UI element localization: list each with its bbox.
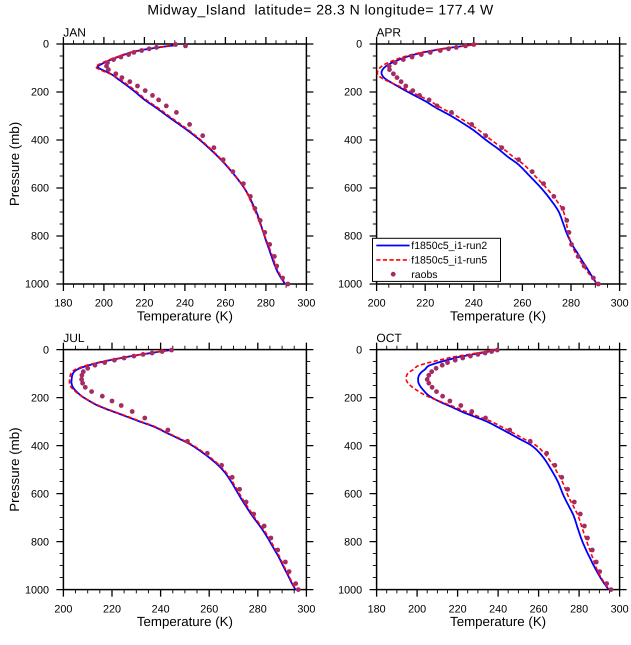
svg-text:260: 260 bbox=[200, 603, 218, 615]
svg-text:260: 260 bbox=[530, 603, 548, 615]
svg-text:200: 200 bbox=[368, 298, 386, 310]
svg-text:raobs: raobs bbox=[411, 269, 437, 281]
svg-text:800: 800 bbox=[31, 231, 49, 243]
svg-text:280: 280 bbox=[257, 298, 275, 310]
svg-text:Pressure (mb): Pressure (mb) bbox=[7, 122, 22, 206]
svg-text:Temperature (K): Temperature (K) bbox=[137, 614, 233, 629]
svg-text:220: 220 bbox=[416, 298, 434, 310]
svg-text:JAN: JAN bbox=[63, 25, 86, 39]
svg-text:800: 800 bbox=[344, 536, 362, 548]
svg-text:800: 800 bbox=[344, 231, 362, 243]
svg-text:200: 200 bbox=[344, 392, 362, 404]
svg-text:Temperature (K): Temperature (K) bbox=[450, 614, 546, 629]
svg-text:300: 300 bbox=[297, 603, 315, 615]
svg-text:OCT: OCT bbox=[376, 331, 402, 345]
svg-text:280: 280 bbox=[562, 298, 580, 310]
svg-text:240: 240 bbox=[489, 603, 507, 615]
svg-text:400: 400 bbox=[31, 135, 49, 147]
svg-text:200: 200 bbox=[408, 603, 426, 615]
svg-text:400: 400 bbox=[344, 135, 362, 147]
svg-text:f1850c5_i1-run2: f1850c5_i1-run2 bbox=[411, 240, 487, 252]
svg-text:220: 220 bbox=[449, 603, 467, 615]
svg-text:0: 0 bbox=[356, 344, 362, 356]
svg-text:220: 220 bbox=[103, 603, 121, 615]
svg-text:400: 400 bbox=[31, 440, 49, 452]
svg-text:APR: APR bbox=[376, 25, 401, 39]
svg-text:Midway_Island latitude= 28.3: Midway_Island latitude= 28.3 N longitude… bbox=[147, 2, 494, 18]
svg-text:200: 200 bbox=[54, 603, 72, 615]
svg-text:600: 600 bbox=[344, 183, 362, 195]
svg-text:240: 240 bbox=[152, 603, 170, 615]
svg-text:240: 240 bbox=[465, 298, 483, 310]
svg-text:300: 300 bbox=[611, 603, 629, 615]
svg-text:Temperature (K): Temperature (K) bbox=[450, 308, 546, 323]
svg-text:180: 180 bbox=[368, 603, 386, 615]
svg-text:260: 260 bbox=[216, 298, 234, 310]
svg-text:600: 600 bbox=[344, 488, 362, 500]
svg-text:600: 600 bbox=[31, 183, 49, 195]
svg-text:1000: 1000 bbox=[25, 279, 49, 291]
svg-text:200: 200 bbox=[31, 87, 49, 99]
svg-text:Temperature (K): Temperature (K) bbox=[137, 308, 233, 323]
svg-text:0: 0 bbox=[43, 344, 49, 356]
svg-text:f1850c5_i1-run5: f1850c5_i1-run5 bbox=[411, 255, 487, 267]
svg-text:300: 300 bbox=[611, 298, 629, 310]
svg-text:200: 200 bbox=[344, 87, 362, 99]
svg-text:240: 240 bbox=[176, 298, 194, 310]
svg-text:180: 180 bbox=[54, 298, 72, 310]
svg-text:0: 0 bbox=[356, 39, 362, 51]
svg-text:300: 300 bbox=[297, 298, 315, 310]
svg-text:400: 400 bbox=[344, 440, 362, 452]
svg-text:JUL: JUL bbox=[63, 331, 85, 345]
svg-text:220: 220 bbox=[135, 298, 153, 310]
svg-text:280: 280 bbox=[570, 603, 588, 615]
svg-text:1000: 1000 bbox=[25, 584, 49, 596]
svg-text:800: 800 bbox=[31, 536, 49, 548]
svg-text:Pressure (mb): Pressure (mb) bbox=[7, 427, 22, 511]
svg-text:1000: 1000 bbox=[338, 279, 362, 291]
svg-text:200: 200 bbox=[95, 298, 113, 310]
svg-text:200: 200 bbox=[31, 392, 49, 404]
svg-text:280: 280 bbox=[249, 603, 267, 615]
svg-text:260: 260 bbox=[513, 298, 531, 310]
svg-text:600: 600 bbox=[31, 488, 49, 500]
svg-text:0: 0 bbox=[43, 39, 49, 51]
svg-text:1000: 1000 bbox=[338, 584, 362, 596]
